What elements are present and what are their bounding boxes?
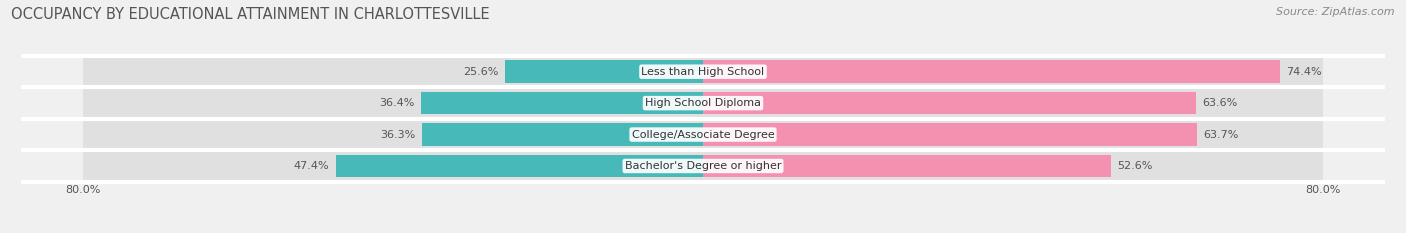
Text: 52.6%: 52.6% <box>1116 161 1152 171</box>
Bar <box>83 58 1323 86</box>
Text: 63.6%: 63.6% <box>1202 98 1237 108</box>
Bar <box>336 155 703 177</box>
Legend: Owner-occupied, Renter-occupied: Owner-occupied, Renter-occupied <box>572 232 834 233</box>
Text: OCCUPANCY BY EDUCATIONAL ATTAINMENT IN CHARLOTTESVILLE: OCCUPANCY BY EDUCATIONAL ATTAINMENT IN C… <box>11 7 489 22</box>
Text: Bachelor's Degree or higher: Bachelor's Degree or higher <box>624 161 782 171</box>
Bar <box>703 123 1197 146</box>
Text: 25.6%: 25.6% <box>463 67 499 77</box>
Text: 36.4%: 36.4% <box>380 98 415 108</box>
Text: College/Associate Degree: College/Associate Degree <box>631 130 775 140</box>
Text: 74.4%: 74.4% <box>1285 67 1322 77</box>
Bar <box>703 92 1197 114</box>
Text: 80.0%: 80.0% <box>1305 185 1340 195</box>
Bar <box>83 120 1323 149</box>
Bar <box>420 92 703 114</box>
Bar <box>83 152 1323 180</box>
Text: High School Diploma: High School Diploma <box>645 98 761 108</box>
Text: 47.4%: 47.4% <box>294 161 329 171</box>
Text: 36.3%: 36.3% <box>380 130 416 140</box>
Bar <box>505 60 703 83</box>
Text: 80.0%: 80.0% <box>66 185 101 195</box>
Bar <box>703 60 1279 83</box>
Text: Source: ZipAtlas.com: Source: ZipAtlas.com <box>1277 7 1395 17</box>
Text: Less than High School: Less than High School <box>641 67 765 77</box>
Bar <box>422 123 703 146</box>
Bar <box>83 89 1323 117</box>
Text: 63.7%: 63.7% <box>1202 130 1239 140</box>
Bar <box>703 155 1111 177</box>
